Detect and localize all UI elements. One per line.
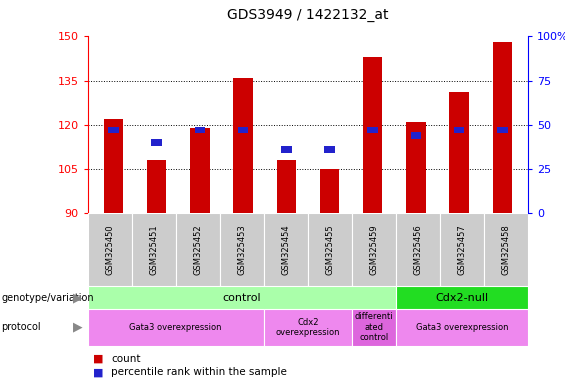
- Text: GSM325455: GSM325455: [325, 224, 334, 275]
- Bar: [440, 213, 484, 286]
- Bar: [132, 213, 176, 286]
- Text: GSM325457: GSM325457: [458, 224, 467, 275]
- Bar: [264, 213, 308, 286]
- Bar: [396, 213, 440, 286]
- Text: differenti
ated
control: differenti ated control: [355, 313, 393, 342]
- Bar: [352, 309, 396, 346]
- Text: control: control: [223, 293, 261, 303]
- Bar: [484, 213, 528, 286]
- Text: count: count: [111, 354, 141, 364]
- Bar: [233, 78, 253, 213]
- Bar: [147, 160, 167, 213]
- Text: protocol: protocol: [1, 322, 41, 333]
- Bar: [238, 127, 249, 133]
- Bar: [320, 169, 339, 213]
- Bar: [497, 127, 508, 133]
- Text: Gata3 overexpression: Gata3 overexpression: [416, 323, 508, 332]
- Text: ■: ■: [93, 354, 104, 364]
- Text: GDS3949 / 1422132_at: GDS3949 / 1422132_at: [227, 8, 389, 22]
- Text: GSM325451: GSM325451: [149, 224, 158, 275]
- Bar: [367, 127, 378, 133]
- Bar: [352, 213, 396, 286]
- Text: GSM325459: GSM325459: [370, 224, 379, 275]
- Bar: [194, 127, 205, 133]
- Bar: [411, 132, 421, 139]
- Text: genotype/variation: genotype/variation: [1, 293, 94, 303]
- Bar: [281, 146, 292, 153]
- Text: GSM325450: GSM325450: [105, 224, 114, 275]
- Bar: [406, 122, 425, 213]
- Bar: [324, 146, 335, 153]
- Bar: [88, 286, 396, 309]
- Text: Gata3 overexpression: Gata3 overexpression: [129, 323, 222, 332]
- Text: Cdx2-null: Cdx2-null: [436, 293, 489, 303]
- Text: GSM325458: GSM325458: [502, 224, 511, 275]
- Text: GSM325453: GSM325453: [237, 224, 246, 275]
- Text: Cdx2
overexpression: Cdx2 overexpression: [276, 318, 340, 337]
- Bar: [151, 139, 162, 146]
- Text: GSM325452: GSM325452: [193, 224, 202, 275]
- Bar: [88, 309, 264, 346]
- Bar: [264, 309, 352, 346]
- Bar: [363, 57, 383, 213]
- Bar: [176, 213, 220, 286]
- Bar: [454, 127, 464, 133]
- Bar: [449, 93, 469, 213]
- Text: ■: ■: [93, 367, 104, 377]
- Text: ▶: ▶: [72, 321, 82, 334]
- Bar: [493, 42, 512, 213]
- Text: percentile rank within the sample: percentile rank within the sample: [111, 367, 287, 377]
- Bar: [220, 213, 264, 286]
- Bar: [396, 309, 528, 346]
- Text: GSM325454: GSM325454: [281, 224, 290, 275]
- Bar: [88, 213, 132, 286]
- Text: ▶: ▶: [72, 291, 82, 304]
- Bar: [308, 213, 352, 286]
- Bar: [108, 127, 119, 133]
- Bar: [396, 286, 528, 309]
- Bar: [277, 160, 296, 213]
- Bar: [104, 119, 123, 213]
- Text: GSM325456: GSM325456: [414, 224, 423, 275]
- Bar: [190, 128, 210, 213]
